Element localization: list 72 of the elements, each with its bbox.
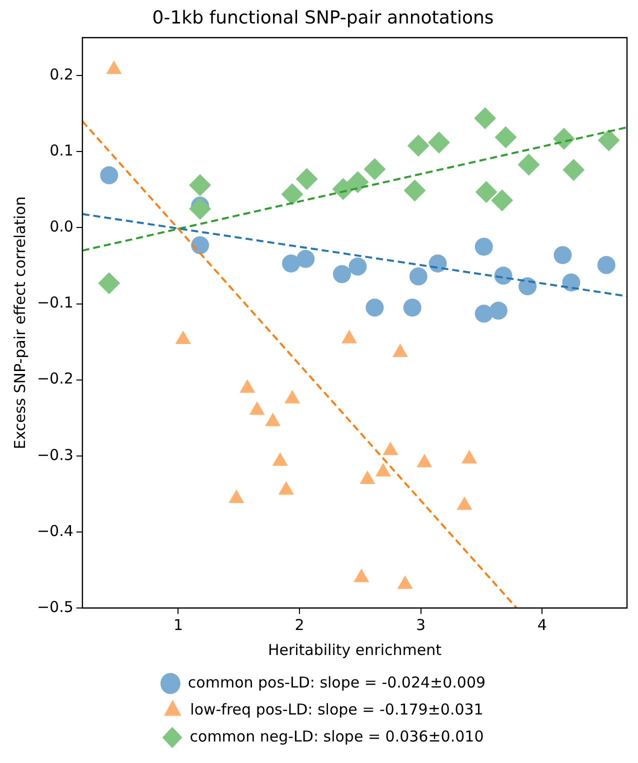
point [392, 343, 408, 357]
point [354, 568, 370, 582]
point [98, 272, 120, 294]
point [366, 298, 384, 317]
point [456, 496, 472, 510]
point [341, 330, 358, 344]
x-tick-label: 1 [173, 616, 184, 634]
point [462, 450, 478, 464]
point [489, 302, 508, 320]
point [428, 254, 447, 272]
y-tick-label: 0.2 [50, 66, 74, 84]
point [397, 575, 413, 589]
point [554, 246, 572, 264]
legend-label: common pos-LD: slope = -0.024±0.009 [188, 673, 486, 692]
point [428, 132, 450, 154]
y-tick-label: −0.3 [36, 446, 74, 464]
point [494, 266, 512, 285]
point [228, 489, 244, 503]
point [346, 171, 369, 194]
point [189, 198, 212, 220]
point [348, 258, 367, 276]
point [240, 379, 256, 393]
point [518, 277, 537, 296]
y-tick-label: 0.0 [50, 218, 74, 236]
chart-title: 0-1kb functional SNP-pair annotations [152, 7, 494, 28]
point [404, 179, 426, 202]
point [191, 236, 210, 254]
point [598, 129, 620, 152]
point [332, 265, 351, 284]
point [491, 189, 514, 212]
point [281, 183, 304, 206]
point [474, 304, 493, 323]
point [332, 178, 354, 200]
point [282, 254, 300, 272]
point [403, 298, 422, 317]
legend-label: common neg-LD: slope = 0.036±0.010 [190, 727, 484, 746]
x-tick-label: 4 [537, 616, 547, 634]
point [562, 273, 580, 292]
point [474, 238, 493, 256]
x-tick-label: 2 [294, 616, 304, 634]
point [249, 401, 265, 415]
x-tick-label: 3 [416, 616, 426, 634]
point [364, 158, 386, 180]
y-axis-title: Excess SNP-pair effect correlation [10, 196, 29, 450]
y-tick-label: −0.5 [36, 598, 74, 616]
y-tick-label: 0.1 [50, 142, 74, 160]
y-tick-label: −0.1 [36, 294, 74, 312]
point [272, 452, 288, 466]
point [284, 390, 300, 404]
point [189, 174, 212, 196]
x-axis-title: Heritability enrichment [268, 640, 442, 659]
y-tick-label: −0.4 [36, 522, 74, 540]
point [494, 126, 517, 148]
point [474, 107, 496, 130]
point [382, 442, 398, 456]
point [375, 462, 392, 476]
point [296, 168, 318, 190]
point [175, 330, 191, 344]
point [597, 256, 616, 274]
point [518, 154, 540, 176]
legend-label: low-freq pos-LD: slope = -0.179±0.031 [190, 700, 484, 718]
point [562, 158, 585, 181]
point [296, 250, 315, 268]
point [100, 166, 118, 184]
point [407, 134, 430, 157]
point [360, 470, 376, 484]
point [475, 180, 498, 203]
point [416, 454, 432, 468]
point [278, 481, 294, 495]
y-tick-label: −0.2 [36, 370, 74, 388]
point [265, 412, 281, 426]
point [409, 267, 428, 286]
